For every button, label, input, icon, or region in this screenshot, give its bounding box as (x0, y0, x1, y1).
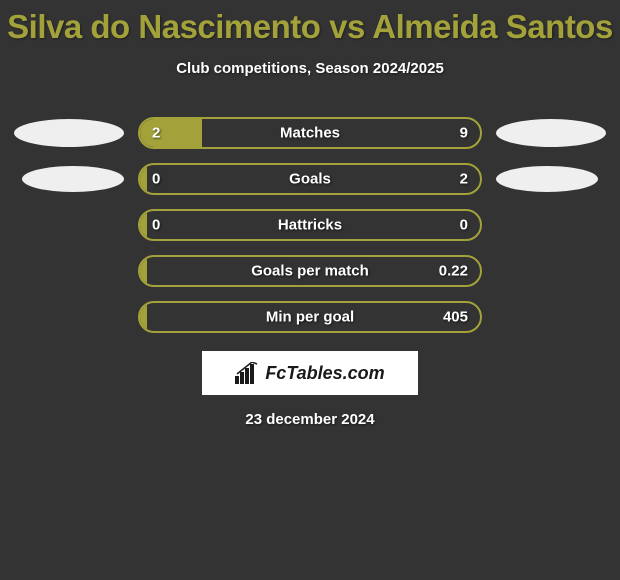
logo-box[interactable]: FcTables.com (202, 351, 418, 395)
player-right-avatar (496, 119, 606, 147)
stat-value-right: 405 (443, 309, 468, 326)
bar-chart-icon (235, 362, 259, 384)
date-text: 23 december 2024 (0, 411, 620, 428)
stat-bar: 2 Matches 9 (138, 117, 482, 149)
stat-row: 2 Matches 9 (0, 117, 620, 149)
stat-value-right: 2 (460, 171, 468, 188)
stat-row: Goals per match 0.22 (0, 255, 620, 287)
stat-value-left: 2 (152, 125, 160, 142)
stat-label: Matches (280, 125, 340, 142)
stat-label: Goals per match (251, 263, 369, 280)
comparison-chart: 2 Matches 9 0 Goals 2 0 Hattricks 0 Goals per mat… (0, 117, 620, 333)
stat-bar-fill (140, 303, 147, 331)
stat-value-right: 9 (460, 125, 468, 142)
stat-bar: 0 Hattricks 0 (138, 209, 482, 241)
stat-bar: 0 Goals 2 (138, 163, 482, 195)
stat-row: 0 Hattricks 0 (0, 209, 620, 241)
stat-bar-fill (140, 165, 147, 193)
stat-value-left: 0 (152, 217, 160, 234)
stat-value-right: 0 (460, 217, 468, 234)
stat-row: Min per goal 405 (0, 301, 620, 333)
stat-bar: Min per goal 405 (138, 301, 482, 333)
stat-label: Hattricks (278, 217, 342, 234)
player-left-avatar (14, 119, 124, 147)
player-right-avatar (496, 166, 598, 192)
logo-text: FcTables.com (265, 363, 384, 384)
player-left-avatar (22, 166, 124, 192)
stat-bar-fill (140, 257, 147, 285)
page-title: Silva do Nascimento vs Almeida Santos (0, 0, 620, 46)
stat-label: Min per goal (266, 309, 354, 326)
stat-label: Goals (289, 171, 331, 188)
stat-bar: Goals per match 0.22 (138, 255, 482, 287)
stat-value-right: 0.22 (439, 263, 468, 280)
subtitle: Club competitions, Season 2024/2025 (0, 60, 620, 77)
stat-bar-fill (140, 211, 147, 239)
stat-value-left: 0 (152, 171, 160, 188)
stat-bar-fill (140, 119, 202, 147)
stat-row: 0 Goals 2 (0, 163, 620, 195)
